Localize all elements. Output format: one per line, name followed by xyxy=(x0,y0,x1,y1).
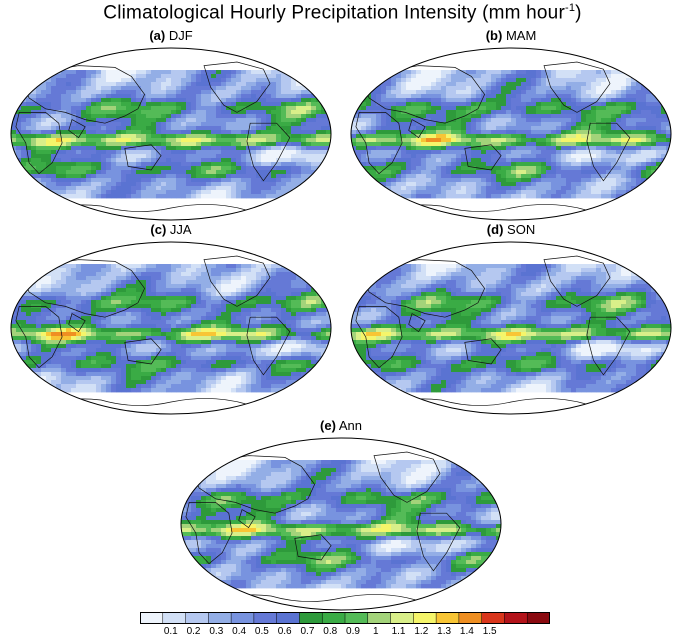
panel-letter-c: (c) xyxy=(150,222,166,237)
panel-label-djf: (a) DJF xyxy=(6,28,336,43)
panel-ann: (e) Ann xyxy=(176,418,506,616)
colorbar-tick-label: 1.1 xyxy=(392,626,406,637)
title-text: Climatological Hourly Precipitation Inte… xyxy=(103,2,565,23)
panel-letter-a: (a) xyxy=(149,28,165,43)
colorbar-swatch xyxy=(527,612,550,624)
panel-letter-d: (d) xyxy=(487,222,504,237)
colorbar-tick-label: 0.3 xyxy=(209,626,223,637)
colorbar-swatch xyxy=(322,612,345,624)
colorbar-tick-label: 1.2 xyxy=(414,626,428,637)
colorbar-swatch xyxy=(368,612,391,624)
colorbar-tick-label: 0.2 xyxy=(187,626,201,637)
map-ann xyxy=(176,434,506,614)
colorbar-swatch xyxy=(504,612,527,624)
colorbar-swatch xyxy=(459,612,482,624)
panel-season-mam: MAM xyxy=(506,28,536,43)
colorbar xyxy=(140,612,550,624)
panel-season-jja: JJA xyxy=(170,222,192,237)
panel-mam: (b) MAM xyxy=(346,28,676,226)
panel-label-mam: (b) MAM xyxy=(346,28,676,43)
colorbar-tick-label: 0.5 xyxy=(255,626,269,637)
panel-letter-b: (b) xyxy=(486,28,503,43)
colorbar-swatch xyxy=(208,612,231,624)
colorbar-tick-label: 1.4 xyxy=(460,626,474,637)
colorbar-tick-label: 0.9 xyxy=(346,626,360,637)
panel-label-son: (d) SON xyxy=(346,222,676,237)
panel-label-ann: (e) Ann xyxy=(176,418,506,433)
title-close: ) xyxy=(575,2,582,23)
panel-djf: (a) DJF xyxy=(6,28,336,226)
panel-letter-e: (e) xyxy=(320,418,336,433)
colorbar-tick-label: 1.5 xyxy=(483,626,497,637)
panel-season-son: SON xyxy=(507,222,535,237)
colorbar-swatch xyxy=(345,612,368,624)
colorbar-swatch xyxy=(436,612,459,624)
colorbar-swatch xyxy=(413,612,436,624)
colorbar-tick-label: 0.1 xyxy=(164,626,178,637)
figure-title: Climatological Hourly Precipitation Inte… xyxy=(0,2,685,24)
colorbar-swatch xyxy=(482,612,505,624)
colorbar-swatch xyxy=(254,612,277,624)
map-jja xyxy=(6,238,336,418)
map-djf xyxy=(6,44,336,224)
colorbar-tick-label: 0.7 xyxy=(300,626,314,637)
colorbar-swatch xyxy=(163,612,186,624)
title-superscript: -1 xyxy=(565,2,575,14)
colorbar-tick-label: 0.6 xyxy=(278,626,292,637)
colorbar-tick-label: 1.3 xyxy=(437,626,451,637)
colorbar-tick-label: 0.4 xyxy=(232,626,246,637)
map-mam xyxy=(346,44,676,224)
colorbar-swatch xyxy=(391,612,414,624)
colorbar-tick-label: 0.8 xyxy=(323,626,337,637)
colorbar-swatch xyxy=(277,612,300,624)
colorbar-swatch xyxy=(140,612,163,624)
panel-season-djf: DJF xyxy=(169,28,193,43)
map-son xyxy=(346,238,676,418)
panel-son: (d) SON xyxy=(346,222,676,420)
colorbar-swatch xyxy=(231,612,254,624)
colorbar-tick-label: 1 xyxy=(373,626,379,637)
colorbar-swatch xyxy=(299,612,322,624)
panel-label-jja: (c) JJA xyxy=(6,222,336,237)
colorbar-swatch xyxy=(186,612,209,624)
panel-jja: (c) JJA xyxy=(6,222,336,420)
panel-season-ann: Ann xyxy=(339,418,362,433)
